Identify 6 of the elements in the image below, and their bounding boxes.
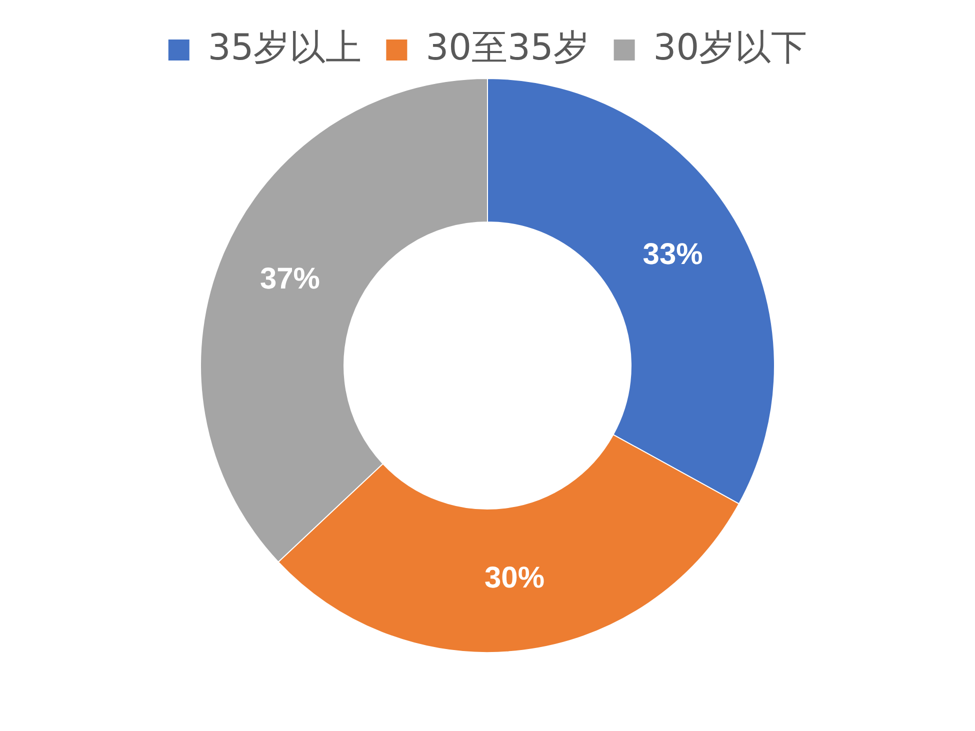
- data-label: 33%: [642, 238, 703, 272]
- legend-label: 35岁以上: [208, 27, 362, 68]
- data-label: 30%: [484, 561, 544, 594]
- legend-label: 30至35岁: [426, 27, 590, 68]
- data-label: 37%: [260, 262, 320, 296]
- legend-label: 30岁以下: [653, 27, 808, 68]
